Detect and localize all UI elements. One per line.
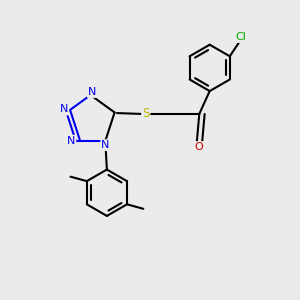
Text: N: N <box>88 87 96 97</box>
Text: N: N <box>67 136 75 146</box>
Text: S: S <box>142 107 149 121</box>
Text: N: N <box>101 140 110 150</box>
Text: O: O <box>194 142 203 152</box>
Text: N: N <box>60 104 68 115</box>
Text: Cl: Cl <box>236 32 247 42</box>
